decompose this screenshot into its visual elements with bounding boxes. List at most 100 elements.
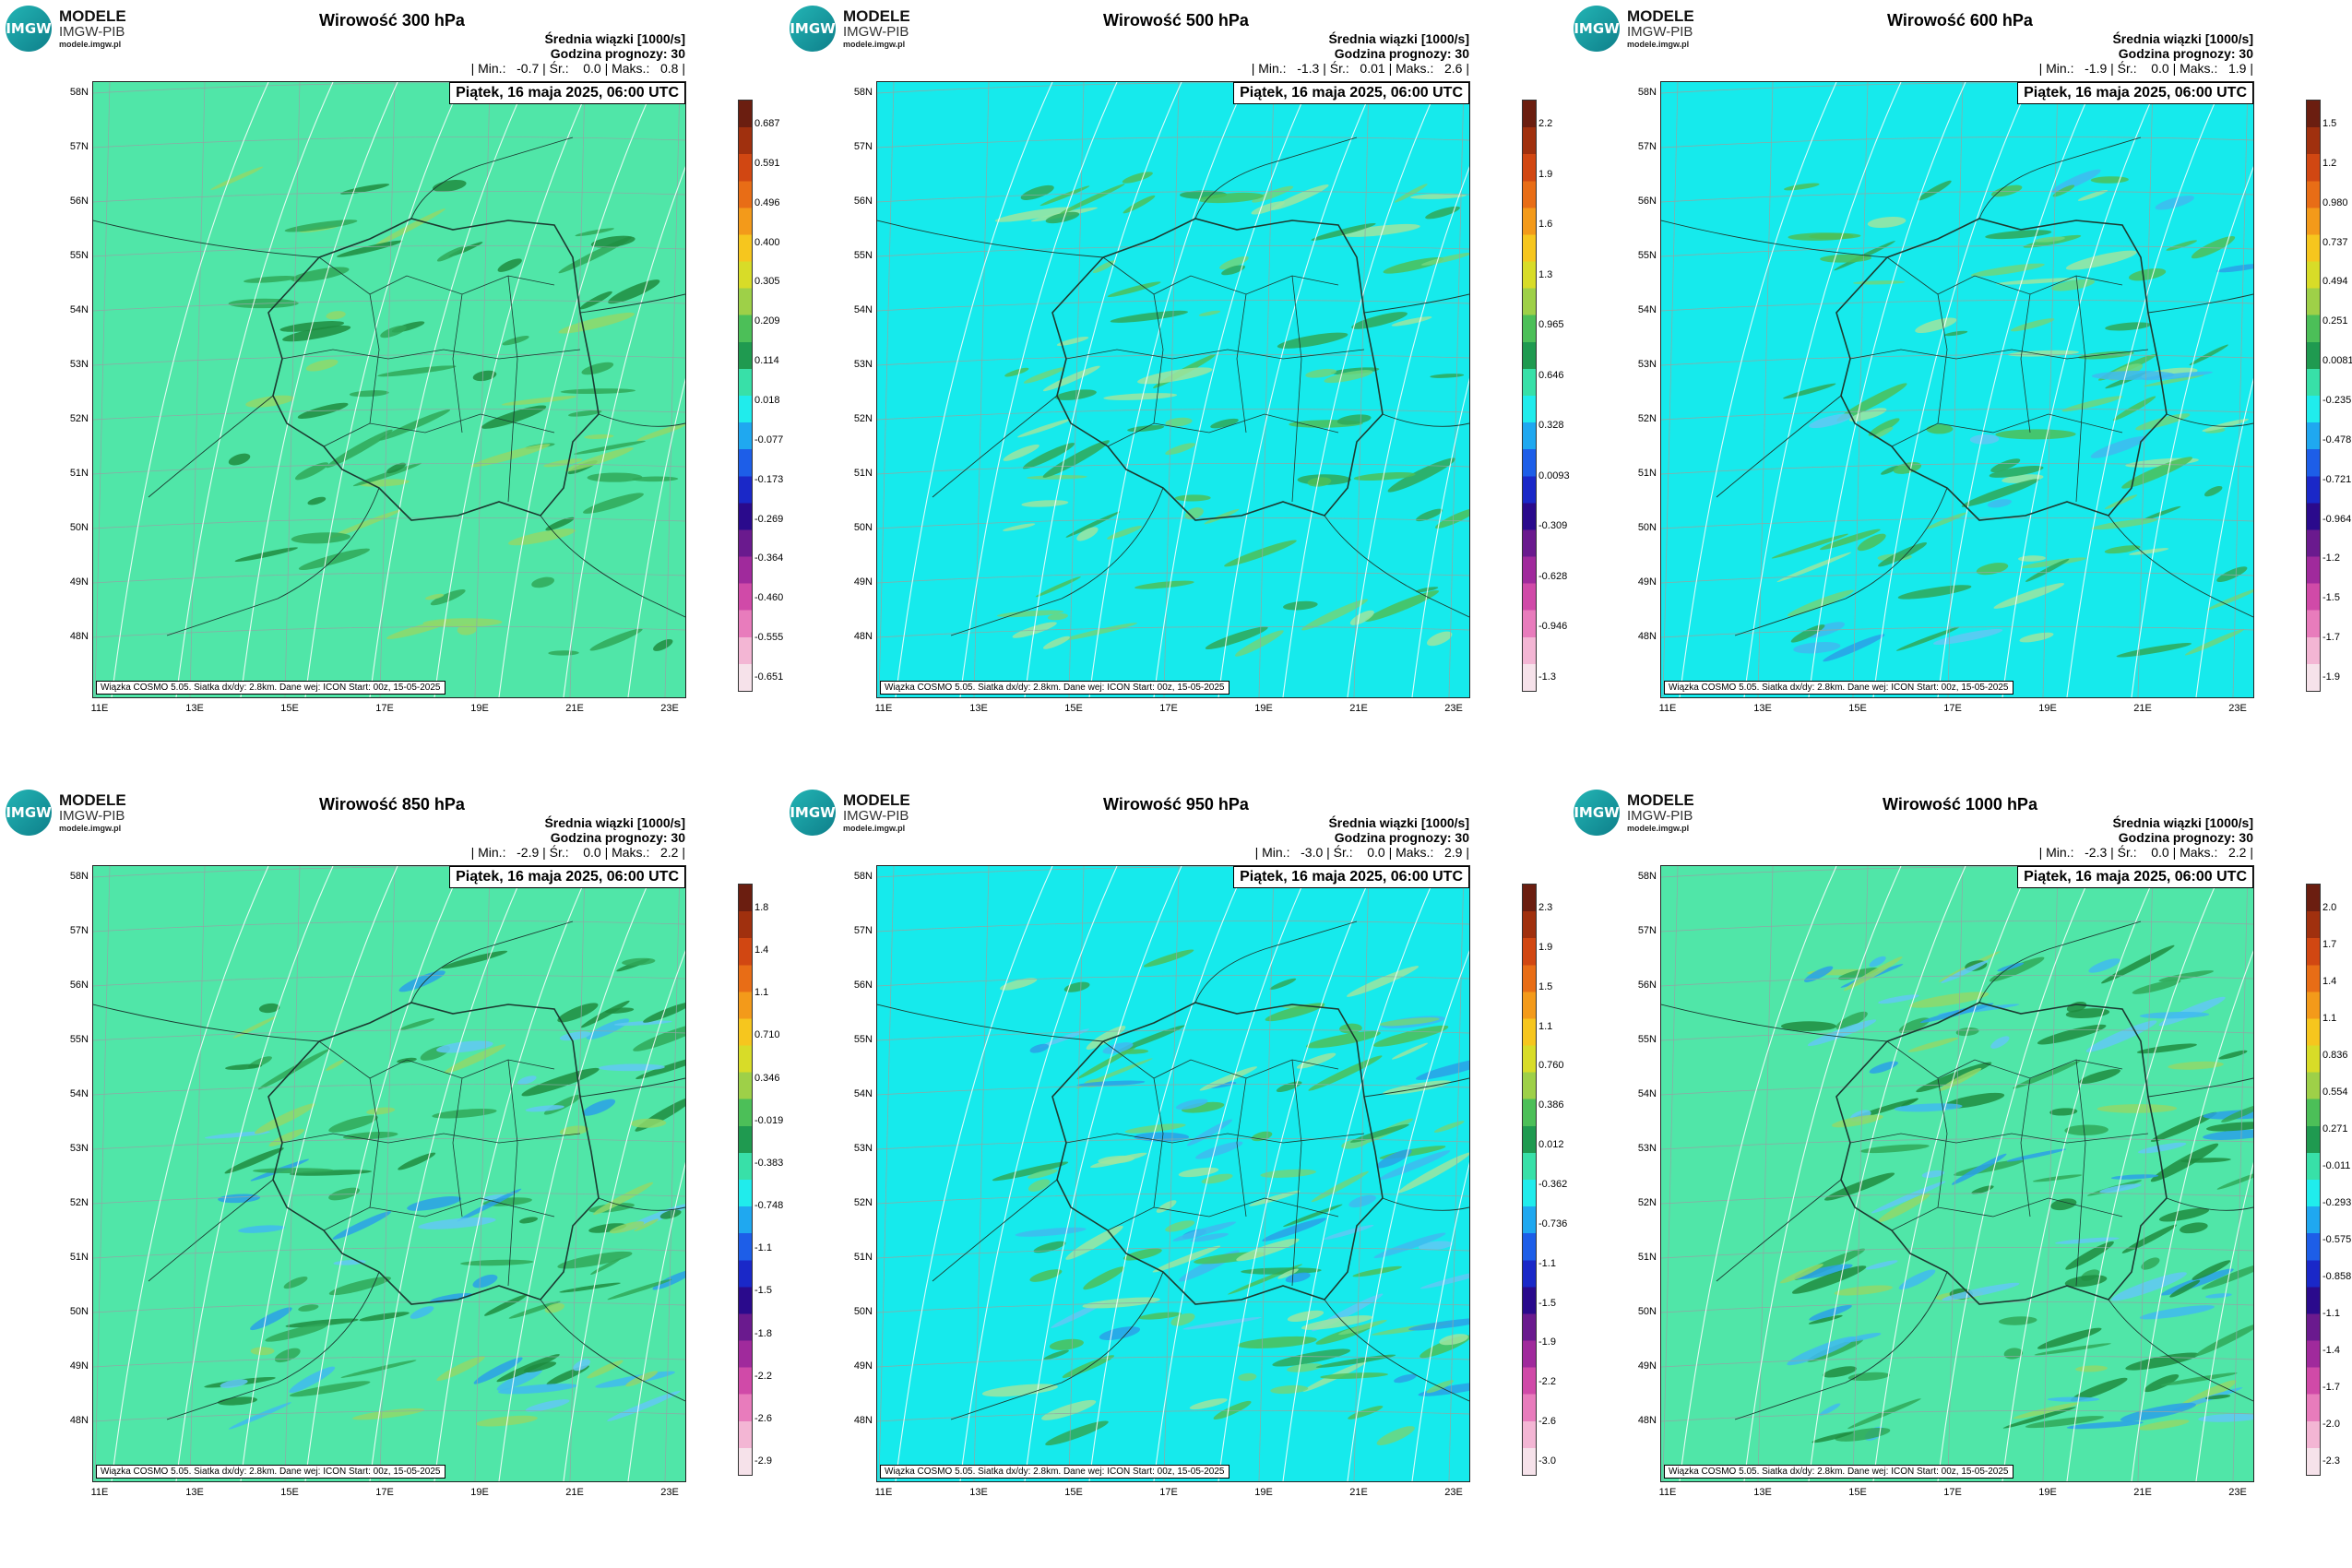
vorticity-streak: [1415, 508, 1443, 522]
logo-url: modele.imgw.pl: [1627, 40, 1690, 49]
vorticity-streak: [581, 362, 614, 375]
vorticity-streak: [659, 1209, 682, 1219]
latitude-label: 55N: [69, 250, 89, 261]
geopotential-contour: [2195, 377, 2253, 697]
vorticity-streak: [653, 638, 673, 651]
vorticity-streak: [2198, 1413, 2253, 1422]
voivodeship-border: [318, 256, 555, 295]
geopotential-contour: [434, 866, 592, 1481]
vorticity-streak: [1433, 1121, 1465, 1133]
colorbar-tick-label: 0.0093: [1538, 469, 1570, 481]
geopotential-contour: [959, 866, 1118, 1481]
latitude-gridline: [93, 1138, 685, 1150]
country-border: [950, 487, 1164, 636]
latitude-gridline: [93, 137, 685, 148]
vorticity-streak: [472, 370, 497, 382]
poland-border: [267, 218, 600, 521]
vorticity-streak: [575, 228, 614, 237]
latitude-label: 53N: [1637, 359, 1657, 370]
vorticity-streak: [1272, 1348, 1351, 1367]
country-border: [598, 413, 685, 427]
vorticity-streak: [1249, 1190, 1301, 1206]
vorticity-streak: [1869, 956, 1886, 968]
vorticity-streak: [544, 1302, 564, 1313]
vorticity-streak: [1190, 1232, 1229, 1242]
vorticity-streak: [422, 618, 503, 627]
vorticity-streak: [632, 476, 679, 482]
latitude-label: 51N: [69, 1252, 89, 1263]
field-stats: | Min.: -1.9 | Śr.: 0.0 | Maks.: 1.9 |: [2038, 61, 2253, 76]
vorticity-streak: [430, 588, 466, 606]
latitude-gridline: [1661, 137, 2253, 148]
vorticity-streak: [496, 1368, 542, 1391]
vorticity-streak: [590, 1257, 622, 1276]
imgw-logo: IMGW MODELE IMGW-PIB modele.imgw.pl: [6, 6, 135, 52]
vorticity-streak: [1017, 419, 1072, 438]
vorticity-streak: [1045, 211, 1080, 224]
voivodeship-border: [1891, 1197, 2123, 1231]
vorticity-streak: [1165, 1220, 1195, 1232]
latitude-label: 53N: [69, 359, 89, 370]
vorticity-streak: [2132, 980, 2181, 994]
voivodeship-border: [1065, 1133, 1365, 1144]
vorticity-streak: [1021, 500, 1069, 507]
vorticity-streak: [1065, 1225, 1123, 1260]
vorticity-streak: [2019, 632, 2054, 643]
vorticity-streak: [254, 1103, 315, 1134]
logo-name: MODELE: [59, 791, 126, 809]
vorticity-streak: [1311, 1170, 1369, 1203]
vorticity-streak: [1996, 278, 2079, 285]
colorbar-tick-label: -1.9: [2322, 671, 2340, 683]
vorticity-streak: [326, 1059, 345, 1071]
vorticity-streak: [1285, 1272, 1311, 1283]
longitude-gridline: [2232, 866, 2249, 1481]
forecast-hour: Godzina prognozy: 30: [1334, 46, 1469, 61]
latitude-label: 50N: [69, 1306, 89, 1317]
voivodeship-border: [1236, 293, 1247, 434]
vorticity-streak: [2139, 1305, 2215, 1320]
longitude-label: 21E: [2133, 1487, 2152, 1498]
vorticity-streak: [1895, 626, 1960, 651]
vorticity-streak: [337, 240, 403, 257]
latitude-label: 58N: [69, 87, 89, 98]
vorticity-panel-2: IMGW MODELE IMGW-PIB modele.imgw.pl Wiro…: [784, 0, 1570, 784]
vorticity-streak: [643, 1002, 685, 1023]
geopotential-contour: [1347, 165, 1469, 697]
vorticity-streak: [1430, 374, 1465, 378]
latitude-label: 56N: [1637, 980, 1657, 991]
geopotential-contour: [895, 82, 1053, 697]
model-info-footer: Wiązka COSMO 5.05. Siatka dx/dy: 2.8km. …: [1664, 1465, 2013, 1479]
vorticity-streak: [997, 610, 1064, 618]
voivodeship-border: [323, 1197, 555, 1231]
latitude-label: 54N: [69, 304, 89, 315]
latitude-label: 57N: [69, 141, 89, 152]
vorticity-streak: [2155, 196, 2194, 210]
voivodeship-border: [369, 293, 380, 424]
colorbar-tick-label: 0.018: [754, 395, 780, 406]
longitude-gridline: [379, 82, 396, 697]
vorticity-streak: [2064, 1124, 2108, 1136]
colorbar-tick-label: 1.4: [2322, 976, 2337, 987]
vorticity-streak: [2138, 1420, 2190, 1431]
vorticity-streak: [2168, 1061, 2224, 1070]
vorticity-streak: [1219, 255, 1249, 270]
vorticity-streak: [398, 1018, 435, 1031]
vorticity-streak: [460, 1259, 534, 1266]
longitude-label: 19E: [1254, 1487, 1273, 1498]
vorticity-streak: [2034, 1343, 2111, 1356]
latitude-label: 58N: [853, 871, 873, 882]
geopotential-contour: [2066, 866, 2225, 1481]
geopotential-contour: [1088, 866, 1247, 1481]
longitude-gridline: [569, 866, 586, 1481]
colorbar-tick-label: -1.8: [754, 1327, 772, 1339]
vorticity-streak: [634, 1218, 659, 1231]
vorticity-streak: [2194, 1323, 2253, 1357]
vorticity-streak: [1210, 418, 1239, 429]
vorticity-streak: [1915, 317, 1957, 334]
longitude-label: 21E: [2133, 703, 2152, 714]
longitude-gridline: [94, 82, 111, 697]
voivodeship-border: [1107, 1197, 1339, 1231]
vorticity-streak: [1063, 981, 1090, 992]
vorticity-streak: [1269, 978, 1297, 991]
colorbar-tick-label: -0.858: [2322, 1271, 2352, 1282]
